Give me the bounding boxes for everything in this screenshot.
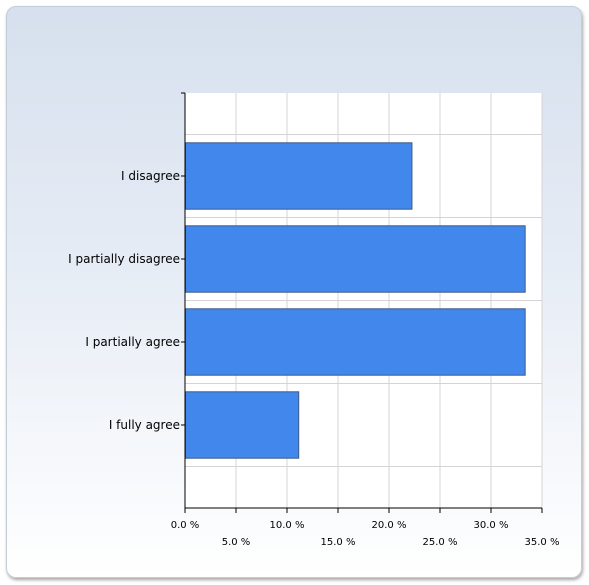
x-tick-label: 5.0 % bbox=[222, 537, 251, 548]
bar bbox=[185, 391, 300, 459]
x-tick-label: 10.0 % bbox=[270, 520, 305, 531]
bar bbox=[185, 225, 526, 293]
category-label: I partially disagree bbox=[68, 252, 180, 266]
x-tick-label: 15.0 % bbox=[321, 537, 356, 548]
x-tick-label: 35.0 % bbox=[525, 537, 560, 548]
x-tick-label: 25.0 % bbox=[423, 537, 458, 548]
x-tick-label: 30.0 % bbox=[474, 520, 509, 531]
bar bbox=[185, 308, 526, 376]
bar bbox=[185, 142, 413, 210]
x-tick-label: 0.0 % bbox=[171, 520, 200, 531]
category-label: I partially agree bbox=[85, 335, 180, 349]
x-tick-label: 20.0 % bbox=[372, 520, 407, 531]
category-label: I disagree bbox=[121, 169, 180, 183]
category-label: I fully agree bbox=[109, 418, 180, 432]
